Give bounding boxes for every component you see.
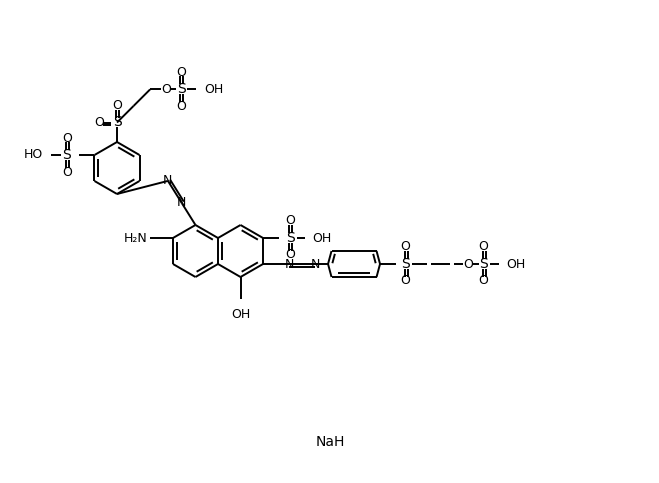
Text: S: S bbox=[401, 257, 410, 271]
Text: OH: OH bbox=[507, 257, 526, 270]
Text: HO: HO bbox=[24, 148, 43, 161]
Text: S: S bbox=[479, 257, 488, 271]
Text: O: O bbox=[94, 116, 104, 129]
Text: O: O bbox=[177, 66, 186, 79]
Text: O: O bbox=[161, 83, 171, 96]
Text: O: O bbox=[478, 241, 488, 254]
Text: O: O bbox=[62, 131, 72, 144]
Text: OH: OH bbox=[312, 231, 332, 244]
Text: O: O bbox=[401, 241, 411, 254]
Text: NaH: NaH bbox=[315, 435, 345, 449]
Text: S: S bbox=[63, 148, 71, 162]
Text: O: O bbox=[478, 274, 488, 287]
Text: S: S bbox=[286, 231, 295, 245]
Text: O: O bbox=[177, 100, 186, 113]
Text: OH: OH bbox=[204, 83, 223, 96]
Text: O: O bbox=[463, 257, 473, 270]
Text: O: O bbox=[286, 214, 296, 227]
Text: O: O bbox=[286, 248, 296, 261]
Text: H₂N: H₂N bbox=[124, 231, 148, 244]
Text: N: N bbox=[284, 257, 294, 270]
Text: O: O bbox=[401, 274, 411, 287]
Text: N: N bbox=[310, 257, 320, 270]
Text: O: O bbox=[112, 99, 122, 112]
Text: N: N bbox=[163, 174, 173, 187]
Text: O: O bbox=[62, 166, 72, 179]
Text: N: N bbox=[177, 197, 186, 210]
Text: S: S bbox=[113, 115, 121, 129]
Text: OH: OH bbox=[231, 308, 250, 321]
Text: S: S bbox=[177, 83, 186, 97]
